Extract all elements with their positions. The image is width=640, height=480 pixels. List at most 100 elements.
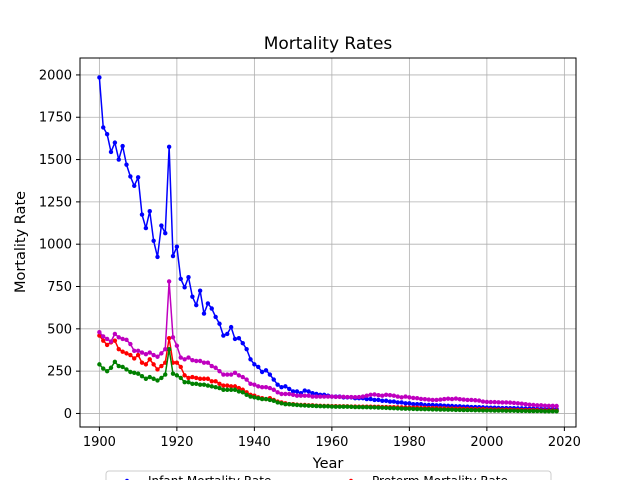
data-point [360, 405, 366, 410]
data-point [341, 394, 346, 400]
data-point [453, 396, 459, 401]
data-point [337, 404, 342, 409]
data-point [550, 409, 555, 414]
grid [80, 58, 576, 427]
data-point [380, 398, 385, 403]
data-point [221, 333, 226, 338]
data-point [182, 379, 187, 385]
data-point [352, 404, 358, 410]
y-tick-label: 250 [47, 365, 72, 380]
data-point [329, 394, 335, 399]
data-point [496, 408, 501, 413]
data-point [356, 404, 362, 410]
data-point [476, 408, 482, 413]
data-point [376, 397, 381, 403]
data-point [511, 400, 517, 406]
data-point [302, 388, 307, 393]
data-point [209, 363, 214, 369]
data-point [190, 357, 195, 363]
data-point [147, 208, 152, 214]
data-point [380, 393, 385, 398]
data-point [391, 393, 397, 398]
data-point [155, 367, 160, 372]
data-point [163, 346, 168, 352]
data-point [376, 392, 381, 398]
series-layer [97, 75, 559, 414]
data-point [519, 401, 524, 406]
data-point [275, 382, 280, 387]
data-point [310, 390, 315, 396]
data-point [387, 405, 393, 411]
data-point [151, 352, 156, 358]
data-point [124, 162, 129, 167]
data-point [205, 301, 211, 306]
data-point [197, 358, 203, 364]
data-point [279, 391, 284, 397]
data-point [116, 363, 121, 369]
data-point [197, 382, 203, 387]
y-tick-label: 1250 [39, 195, 72, 210]
data-point [151, 376, 156, 381]
data-point [97, 330, 102, 335]
data-point [244, 377, 249, 382]
data-point [248, 381, 253, 387]
data-point [108, 149, 114, 155]
data-point [139, 374, 145, 379]
data-point [426, 407, 431, 412]
y-tick-label: 1750 [39, 111, 72, 126]
data-point [356, 394, 362, 400]
data-point [112, 338, 118, 343]
x-tick-label: 1920 [160, 435, 193, 450]
data-point [407, 401, 412, 406]
data-point [143, 225, 149, 231]
data-point [492, 399, 497, 405]
data-point [275, 390, 280, 395]
series-4 [97, 279, 559, 409]
data-point [325, 394, 331, 399]
data-point [228, 372, 234, 377]
data-point [128, 174, 133, 179]
data-point [252, 382, 257, 387]
data-point [554, 403, 559, 409]
data-point [209, 384, 214, 389]
data-point [457, 407, 462, 413]
data-point [480, 408, 486, 413]
data-point [461, 407, 466, 413]
data-point [128, 352, 133, 358]
data-point [252, 362, 257, 367]
data-point [112, 331, 118, 337]
data-point [225, 331, 230, 337]
data-point [132, 183, 137, 188]
data-point [116, 157, 121, 162]
data-point [244, 346, 249, 352]
data-point [120, 143, 125, 149]
data-point [256, 364, 261, 370]
data-point [531, 408, 536, 414]
data-point [554, 409, 559, 414]
data-point [372, 392, 377, 397]
data-point [104, 336, 110, 342]
data-point [531, 402, 536, 408]
data-point [147, 350, 152, 355]
chart-title: Mortality Rates [264, 34, 393, 54]
data-point [120, 364, 125, 370]
data-point [283, 391, 288, 397]
data-point [178, 375, 183, 381]
data-point [364, 405, 369, 410]
data-point [143, 362, 149, 367]
data-point [194, 381, 199, 387]
data-point [434, 407, 439, 412]
data-point [116, 335, 121, 340]
data-point [201, 360, 207, 365]
data-point [411, 395, 416, 401]
data-point [461, 397, 466, 402]
data-point [546, 403, 552, 409]
data-point [205, 376, 211, 381]
data-point [217, 321, 222, 326]
data-point [101, 125, 106, 130]
data-point [535, 403, 540, 408]
data-point [267, 385, 273, 391]
data-point [523, 408, 528, 414]
data-point [225, 372, 230, 377]
data-point [139, 212, 145, 217]
